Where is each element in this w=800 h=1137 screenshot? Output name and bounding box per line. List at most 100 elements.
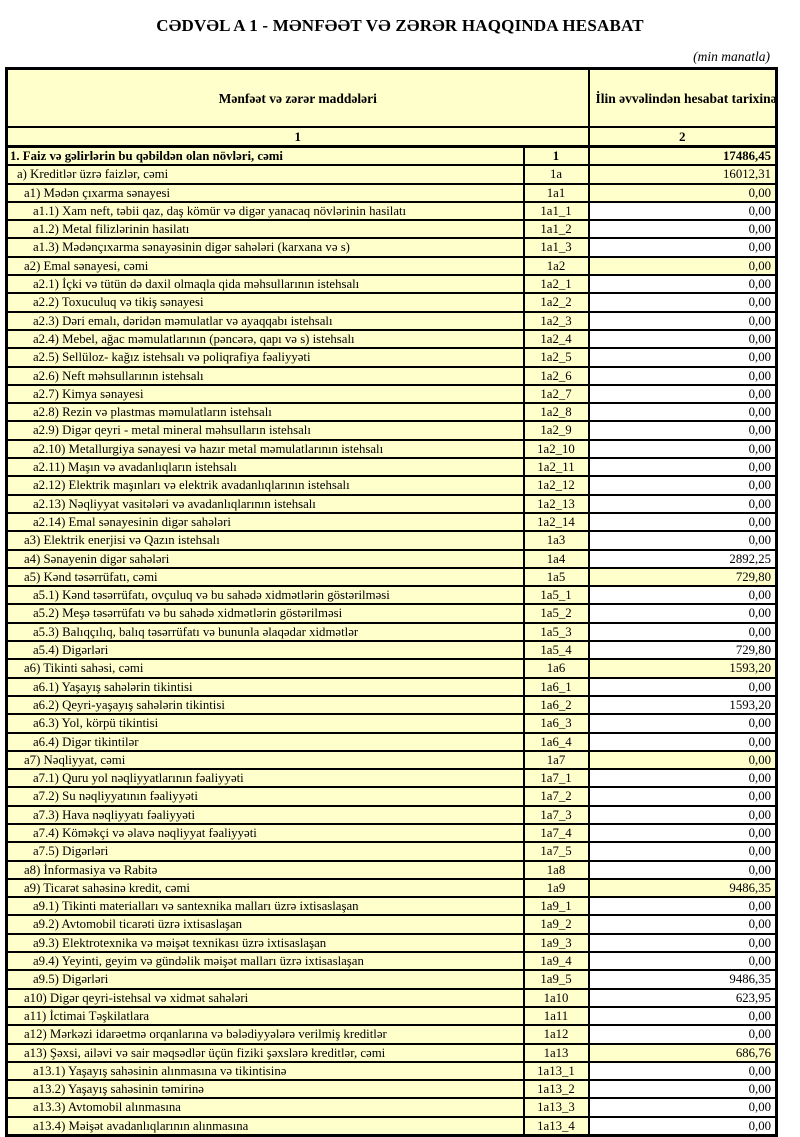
row-value[interactable]: 0,00 <box>587 1097 778 1118</box>
row-label: a6) Tikinti sahəsi, cəmi <box>5 658 525 679</box>
row-value[interactable]: 0,00 <box>587 676 778 697</box>
row-value[interactable]: 0,00 <box>587 328 778 350</box>
row-value[interactable]: 0,00 <box>587 841 778 862</box>
table-row: a7.5) Digərləri 1a7_5 0,00 <box>5 841 778 862</box>
row-value[interactable]: 0,00 <box>587 713 778 734</box>
row-value[interactable]: 0,00 <box>587 951 778 972</box>
row-value[interactable]: 0,00 <box>587 475 778 496</box>
row-label: a2.1) İçki və tütün də daxil olmaqla qid… <box>5 274 525 295</box>
row-value[interactable]: 0,00 <box>587 530 778 551</box>
row-code: 1a7_5 <box>522 841 590 862</box>
table-row: a1.3) Mədənçıxarma sənayəsinin digər sah… <box>5 237 778 258</box>
row-code: 1a5_4 <box>522 639 590 661</box>
row-value[interactable]: 0,00 <box>587 347 778 368</box>
row-label: a13.3) Avtomobil alınmasına <box>5 1097 525 1118</box>
row-code: 1a13_4 <box>522 1115 590 1137</box>
row-value[interactable]: 0,00 <box>587 603 778 624</box>
row-code: 1a7_4 <box>522 822 590 844</box>
row-label: a7.4) Köməkçi və əlavə nəqliyyat fəaliyy… <box>5 822 525 844</box>
row-value[interactable]: 0,00 <box>587 822 778 844</box>
row-code: 1a5_1 <box>522 585 590 606</box>
row-value[interactable]: 0,00 <box>587 914 778 935</box>
row-label: a9) Ticarət sahəsinə kredit, cəmi <box>5 877 525 899</box>
table-row: a5) Kənd təsərrüfatı, cəmi 1a5 729,80 <box>5 566 778 588</box>
row-value: 0,00 <box>587 182 778 203</box>
table-row: a1.1) Xam neft, təbii qaz, daş kömür və … <box>5 200 778 222</box>
items-column-header: Mənfəət və zərər maddələri <box>5 67 590 128</box>
row-value[interactable]: 0,00 <box>587 731 778 752</box>
row-value[interactable]: 1593,20 <box>587 694 778 716</box>
row-label: a13.4) Məişət avadanlıqlarının alınmasın… <box>5 1115 525 1137</box>
table-row: a8) İnformasiya və Rabitə 1a8 0,00 <box>5 859 778 880</box>
row-value[interactable]: 623,95 <box>587 987 778 1008</box>
table-row: a7.2) Su nəqliyyatının fəaliyyəti 1a7_2 … <box>5 786 778 807</box>
row-value[interactable]: 729,80 <box>587 639 778 661</box>
row-label: a3) Elektrik enerjisi və Qazın istehsalı <box>5 530 525 551</box>
table-row: a9) Ticarət sahəsinə kredit, cəmi 1a9 94… <box>5 877 778 899</box>
row-code: 1a6_4 <box>522 731 590 752</box>
row-label: a12) Mərkəzi idarəetmə orqanlarına və bə… <box>5 1024 525 1045</box>
row-value[interactable]: 0,00 <box>587 274 778 295</box>
table-row: a2.6) Neft məhsullarının istehsalı 1a2_6… <box>5 365 778 386</box>
row-value[interactable]: 0,00 <box>587 585 778 606</box>
row-code: 1a7_2 <box>522 786 590 807</box>
row-value[interactable]: 0,00 <box>587 438 778 460</box>
row-value[interactable]: 0,00 <box>587 932 778 954</box>
row-code: 1a13_2 <box>522 1079 590 1100</box>
row-code: 1a13_3 <box>522 1097 590 1118</box>
row-label: a2.4) Mebel, ağac məmulatlarının (pəncər… <box>5 328 525 350</box>
row-code: 1a10 <box>522 987 590 1008</box>
row-value[interactable]: 0,00 <box>587 493 778 514</box>
row-value[interactable]: 0,00 <box>587 1024 778 1045</box>
table-row: a2.4) Mebel, ağac məmulatlarının (pəncər… <box>5 328 778 350</box>
row-label: a5.4) Digərləri <box>5 639 525 661</box>
row-value[interactable]: 0,00 <box>587 237 778 258</box>
row-value[interactable]: 0,00 <box>587 1079 778 1100</box>
row-code: 1a2_7 <box>522 383 590 405</box>
row-value[interactable]: 0,00 <box>587 859 778 880</box>
row-value[interactable]: 0,00 <box>587 511 778 533</box>
row-code: 1a <box>522 164 590 185</box>
row-value[interactable]: 9486,35 <box>587 969 778 990</box>
row-code: 1a2_10 <box>522 438 590 460</box>
row-value: 16012,31 <box>587 164 778 185</box>
row-label: a2.6) Neft məhsullarının istehsalı <box>5 365 525 386</box>
row-value[interactable]: 0,00 <box>587 768 778 789</box>
row-label: a2.14) Emal sənayesinin digər sahələri <box>5 511 525 533</box>
row-value[interactable]: 0,00 <box>587 310 778 331</box>
row-value[interactable]: 0,00 <box>587 420 778 441</box>
row-value[interactable]: 0,00 <box>587 457 778 478</box>
row-label: a2.12) Elektrik maşınları və elektrik av… <box>5 475 525 496</box>
row-value[interactable]: 0,00 <box>587 402 778 423</box>
row-value[interactable]: 0,00 <box>587 1115 778 1137</box>
row-code: 1a1_2 <box>522 219 590 240</box>
row-value[interactable]: 0,00 <box>587 292 778 313</box>
row-value[interactable]: 0,00 <box>587 200 778 222</box>
row-value[interactable]: 2892,25 <box>587 548 778 569</box>
row-value[interactable]: 0,00 <box>587 896 778 917</box>
table-row: a6.2) Qeyri-yaşayış sahələrin tikintisi … <box>5 694 778 716</box>
table-row: a9.5) Digərləri 1a9_5 9486,35 <box>5 969 778 990</box>
row-label: a2.5) Sellüloz- kağız istehsalı və poliq… <box>5 347 525 368</box>
row-code: 1a2_13 <box>522 493 590 514</box>
row-value[interactable]: 0,00 <box>587 621 778 643</box>
table-row: a6.4) Digər tikintilər 1a6_4 0,00 <box>5 731 778 752</box>
table-body: 1. Faiz və gəlirlərin bu qəbildən olan n… <box>5 145 778 1137</box>
row-value[interactable]: 0,00 <box>587 804 778 826</box>
row-label: a) Kreditlər üzrə faizlər, cəmi <box>5 164 525 185</box>
table-row: a13.3) Avtomobil alınmasına 1a13_3 0,00 <box>5 1097 778 1118</box>
row-code: 1a1_3 <box>522 237 590 258</box>
row-value[interactable]: 0,00 <box>587 219 778 240</box>
row-value[interactable]: 0,00 <box>587 786 778 807</box>
row-code: 1a9 <box>522 877 590 899</box>
row-code: 1a2_11 <box>522 457 590 478</box>
row-value[interactable]: 0,00 <box>587 383 778 405</box>
row-code: 1a9_5 <box>522 969 590 990</box>
row-value[interactable]: 0,00 <box>587 365 778 386</box>
row-label: a6.4) Digər tikintilər <box>5 731 525 752</box>
row-code: 1a6 <box>522 658 590 679</box>
row-value[interactable]: 0,00 <box>587 1005 778 1027</box>
row-label: a7.5) Digərləri <box>5 841 525 862</box>
table-row: a5.1) Kənd təsərrüfatı, ovçuluq və bu sa… <box>5 585 778 606</box>
row-value[interactable]: 0,00 <box>587 1060 778 1082</box>
